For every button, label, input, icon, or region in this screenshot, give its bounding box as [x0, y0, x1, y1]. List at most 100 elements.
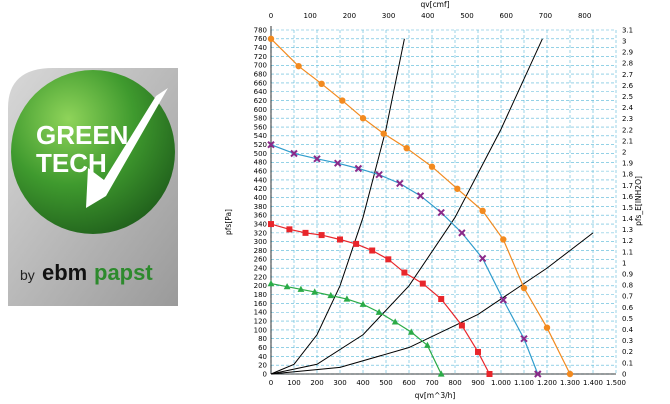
x-tick-label: 100 [287, 379, 300, 387]
series-4-point [267, 279, 275, 287]
y-tick-label: 80 [258, 335, 267, 343]
series-group [267, 35, 574, 378]
x-tick-label: 1.300 [560, 379, 580, 387]
y-right-tick-label: 2.4 [622, 104, 634, 112]
y-right-tick-label: 2.7 [622, 71, 633, 79]
logo-green-disc [11, 70, 175, 234]
series-3-point [353, 240, 360, 247]
x-top-tick-label: 600 [500, 12, 513, 20]
series-3-point [458, 322, 465, 329]
series-1-point [543, 324, 551, 331]
y-tick-label: 360 [254, 212, 267, 220]
y-tick-label: 600 [254, 106, 267, 114]
green-tech-logo: GREEN TECH by ebm papst [8, 68, 178, 306]
y-right-tick-label: 1.5 [622, 204, 633, 212]
series-1-point [428, 163, 436, 170]
y-tick-label: 400 [254, 194, 267, 202]
series-2-point [534, 370, 542, 378]
x-tick-label: 500 [379, 379, 392, 387]
x-tick-label: 1.000 [491, 379, 511, 387]
y-right-tick-label: 0.4 [622, 326, 634, 334]
series-3-point [419, 280, 426, 287]
system-curve-1 [270, 38, 405, 375]
chart-axes: 0204060801001201401601802002202402602803… [254, 12, 634, 387]
y-right-tick-label: 0.3 [622, 337, 633, 345]
series-4-point [391, 318, 399, 325]
y-right-tick-label: 2.9 [622, 49, 633, 57]
system-curves [270, 38, 594, 375]
series-2-point [396, 179, 404, 188]
y-tick-label: 340 [254, 220, 267, 228]
y-tick-label: 440 [254, 176, 267, 184]
y-tick-label: 300 [254, 238, 267, 246]
series-3-point [337, 236, 343, 243]
series-2-point [267, 140, 275, 149]
logo-line1: GREEN [36, 120, 128, 150]
series-2-point [437, 208, 445, 217]
series-2-point [290, 149, 298, 158]
series-1-point [403, 144, 410, 152]
series-line-2 [270, 144, 539, 375]
y-tick-label: 20 [258, 362, 267, 370]
series-2-point [520, 335, 528, 343]
y-tick-label: 680 [254, 71, 267, 79]
series-4-point [283, 283, 291, 290]
series-3-point [475, 348, 481, 355]
series-1-point [339, 97, 346, 104]
series-2-point [354, 164, 363, 173]
series-4-point [297, 285, 305, 292]
y-right-tick-label: 1.2 [622, 237, 633, 245]
y-right-tick-label: 2.5 [622, 93, 633, 101]
y-tick-label: 260 [254, 256, 267, 264]
series-4-point [343, 295, 351, 302]
y-tick-label: 120 [254, 317, 267, 325]
y-tick-label: 560 [254, 123, 267, 131]
y-tick-label: 100 [254, 326, 267, 334]
series-1-point [380, 130, 387, 137]
series-1-point [479, 207, 486, 215]
y-tick-label: 660 [254, 79, 267, 87]
y-tick-label: 760 [254, 35, 267, 43]
x-top-tick-label: 100 [304, 12, 317, 20]
series-4-point [424, 341, 431, 348]
y-tick-label: 140 [254, 309, 267, 317]
x-tick-label: 200 [310, 379, 323, 387]
y-tick-label: 420 [254, 185, 267, 193]
y-right-tick-label: 1.4 [622, 215, 634, 223]
y-right-tick-label: 0.2 [622, 348, 633, 356]
y-tick-label: 320 [254, 229, 267, 237]
series-1-point [359, 115, 367, 122]
y-tick-label: 220 [254, 273, 267, 281]
series-3-point [302, 229, 309, 236]
y-tick-label: 460 [254, 168, 267, 176]
system-curve-2 [270, 38, 543, 375]
y-tick-label: 520 [254, 141, 267, 149]
y-tick-label: 240 [254, 265, 267, 273]
y-axis-right-title: pfs_E[INH2O] [634, 176, 643, 226]
y-tick-label: 180 [254, 291, 267, 299]
y-right-tick-label: 2.3 [622, 115, 633, 123]
y-right-tick-label: 1.9 [622, 160, 633, 168]
x-top-tick-label: 300 [382, 12, 395, 20]
system-curve-3 [270, 232, 594, 375]
x-top-tick-label: 800 [578, 12, 591, 20]
y-tick-label: 540 [254, 132, 267, 140]
series-line-1 [270, 38, 571, 375]
y-axis-title: pfs[Pa] [224, 209, 233, 235]
series-2-point [333, 159, 342, 167]
series-3-point [438, 296, 445, 303]
y-tick-label: 580 [254, 115, 267, 123]
x-axis-title: qv[m^3/h] [415, 391, 456, 400]
y-right-tick-label: 2 [622, 148, 626, 156]
y-tick-label: 720 [254, 53, 267, 61]
y-right-tick-label: 0.1 [622, 359, 633, 367]
series-1-point [566, 370, 574, 378]
y-tick-label: 700 [254, 62, 267, 70]
y-tick-label: 740 [254, 44, 267, 52]
x-tick-label: 900 [471, 379, 484, 387]
checkmark-icon [86, 88, 168, 208]
series-1-point [295, 62, 302, 70]
y-right-tick-label: 1 [622, 259, 626, 267]
y-right-tick-label: 3 [622, 37, 626, 45]
